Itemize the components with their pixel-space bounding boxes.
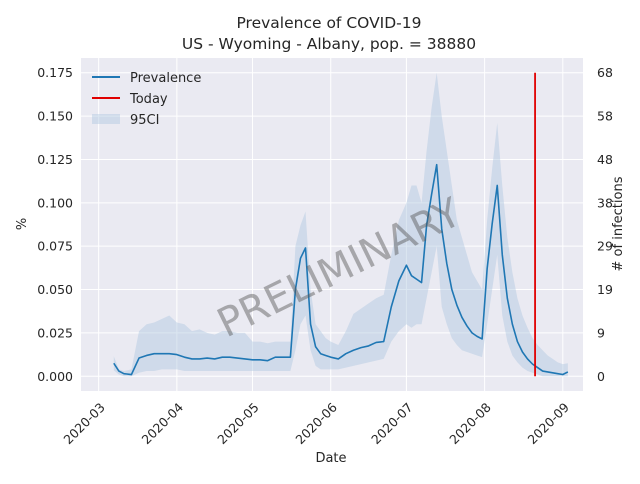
x-tick-label-2: 2020-05 [214,400,262,448]
y-tick-label-5: 0.125 [37,152,73,167]
right-tick-label-3: 29 [597,239,613,254]
right-tick-label-5: 48 [597,152,613,167]
right-tick-label-2: 19 [597,282,613,297]
y-tick-label-4: 0.100 [37,195,73,210]
legend-label-95ci: 95CI [130,113,159,128]
legend: Prevalence Today 95CI [92,71,201,128]
right-tick-label-4: 38 [597,195,613,210]
x-tick-label-3: 2020-06 [292,400,340,448]
y-tick-label-6: 0.150 [37,109,73,124]
chart-title: Prevalence of COVID-19 [236,14,421,32]
legend-label-today: Today [129,92,168,107]
right-tick-label-0: 0 [597,369,605,384]
right-tick-label-6: 58 [597,109,613,124]
x-tick-label-6: 2020-09 [524,400,572,448]
y-tick-label-1: 0.025 [37,325,73,340]
y-tick-label-0: 0.000 [37,369,73,384]
prevalence-line-layer [113,163,569,376]
x-tick-label-1: 2020-04 [139,400,187,448]
right-tick-label-7: 68 [597,65,613,80]
legend-label-prevalence: Prevalence [130,71,201,86]
chart-subtitle: US - Wyoming - Albany, pop. = 38880 [182,35,476,53]
y-ticks-right: 0 9 19 29 38 48 58 68 [597,65,613,384]
y-tick-label-2: 0.050 [37,282,73,297]
x-ticks: 2020-03 2020-04 2020-05 2020-06 2020-07 2020-… [60,400,572,448]
y-tick-label-7: 0.175 [37,65,73,80]
x-axis-label: Date [315,451,346,466]
right-tick-label-1: 9 [597,325,605,340]
prevalence-line [113,163,569,376]
y-axis-label-right: # of infections [611,176,626,271]
y-ticks-left: 0.000 0.025 0.050 0.075 0.100 0.125 0.150 0.175 [37,65,73,384]
grid-lines [81,58,583,391]
x-tick-label-4: 2020-07 [368,400,416,448]
legend-swatch-95ci [92,114,120,124]
ci-band [113,72,568,377]
y-tick-label-3: 0.075 [37,239,73,254]
x-tick-label-5: 2020-08 [446,400,494,448]
ci-band-layer [113,72,568,377]
y-axis-label-left: % [15,218,30,230]
x-tick-label-0: 2020-03 [60,400,108,448]
